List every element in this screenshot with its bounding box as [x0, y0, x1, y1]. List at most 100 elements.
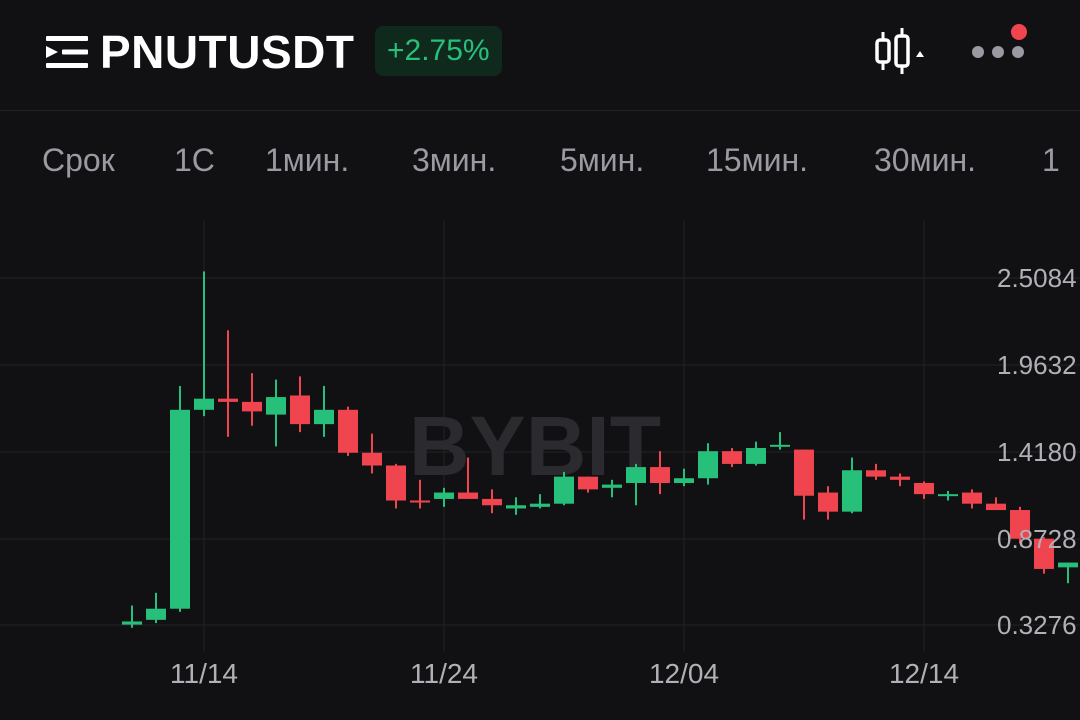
candle-body: [650, 467, 670, 484]
candle: [410, 479, 430, 509]
candlestick-icon[interactable]: [872, 26, 930, 76]
candle: [362, 433, 382, 474]
candle: [314, 385, 334, 437]
candles: [122, 271, 1078, 628]
candle: [290, 376, 310, 433]
candle: [722, 447, 742, 468]
price-change-badge: +2.75%: [375, 26, 502, 76]
x-tick-label: 11/14: [170, 658, 238, 689]
list-menu-icon[interactable]: [44, 32, 90, 72]
candle: [386, 463, 406, 509]
candle-body: [602, 484, 622, 488]
more-dots-icon[interactable]: [965, 20, 1035, 80]
candle-body: [914, 483, 934, 495]
candle-body: [530, 503, 550, 507]
symbol-title[interactable]: PNUTUSDT: [100, 26, 355, 78]
candle: [938, 490, 958, 501]
candle: [674, 468, 694, 487]
timeframe-tabs: Срок 1С 1мин. 3мин. 5мин. 15мин. 30мин. …: [0, 118, 1080, 198]
candle: [242, 373, 262, 426]
candle-body: [506, 505, 526, 509]
candle: [986, 497, 1006, 511]
candle-body: [626, 467, 646, 484]
candle: [266, 379, 286, 447]
candle-body: [746, 447, 766, 464]
candle-body: [1058, 562, 1078, 568]
candle-body: [698, 451, 718, 479]
candle: [458, 457, 478, 499]
candle-body: [770, 444, 790, 447]
candle: [218, 330, 238, 437]
candle-body: [1034, 538, 1054, 569]
y-tick-label: 2.5084: [997, 263, 1077, 293]
candle: [1010, 506, 1030, 544]
notification-dot: [1011, 24, 1027, 40]
y-tick-label: 0.8728: [997, 524, 1077, 554]
tab-period[interactable]: Срок: [42, 142, 115, 178]
candle-body: [386, 465, 406, 501]
candle: [794, 449, 814, 520]
candle: [866, 463, 886, 480]
candle-body: [290, 395, 310, 425]
candle-body: [578, 476, 598, 490]
y-tick-label: 0.3276: [997, 610, 1077, 640]
candle: [1058, 562, 1078, 584]
candle: [146, 592, 166, 624]
candle-body: [722, 451, 742, 464]
candle: [506, 497, 526, 515]
candle: [962, 489, 982, 509]
candle-body: [314, 409, 334, 425]
candle-body: [362, 452, 382, 466]
tab-1min[interactable]: 1мин.: [265, 142, 350, 178]
candle: [602, 479, 622, 498]
tab-5min[interactable]: 5мин.: [560, 142, 645, 178]
candle: [842, 457, 862, 514]
candle: [482, 489, 502, 514]
candle: [170, 385, 190, 612]
candle: [122, 605, 142, 628]
x-tick-label: 11/24: [410, 658, 478, 689]
candle-body: [194, 398, 214, 410]
candle-body: [458, 492, 478, 499]
candle-body: [266, 397, 286, 415]
candle-body: [242, 401, 262, 412]
candle-body: [818, 492, 838, 512]
tab-3min[interactable]: 3мин.: [412, 142, 497, 178]
candle: [338, 406, 358, 456]
y-tick-label: 1.9632: [997, 350, 1077, 380]
tab-15min[interactable]: 15мин.: [706, 142, 809, 178]
candle-body: [890, 476, 910, 480]
candle-body: [410, 500, 430, 503]
tab-30min[interactable]: 30мин.: [874, 142, 977, 178]
candle: [650, 451, 670, 495]
candle-body: [146, 608, 166, 620]
candle: [626, 463, 646, 506]
x-axis-labels: 11/14 11/24 12/04 12/14: [170, 658, 959, 689]
tab-1h-partial[interactable]: 1: [1042, 142, 1060, 178]
candle-body: [554, 476, 574, 504]
candle-body: [482, 498, 502, 506]
candle: [890, 473, 910, 487]
y-tick-label: 1.4180: [997, 437, 1077, 467]
candle-body: [674, 478, 694, 484]
candle: [530, 494, 550, 509]
candle: [698, 443, 718, 485]
candle: [578, 476, 598, 493]
candle: [914, 481, 934, 499]
header-bar: PNUTUSDT +2.75%: [0, 0, 1080, 111]
candle-body: [1010, 510, 1030, 539]
candle-body: [170, 409, 190, 609]
tab-1s[interactable]: 1С: [174, 142, 215, 178]
candle-body: [938, 494, 958, 497]
x-tick-label: 12/04: [649, 658, 719, 689]
candle: [1034, 537, 1054, 574]
candle-body: [986, 503, 1006, 511]
bybit-watermark: BYBIT: [409, 399, 661, 493]
candle-body: [218, 398, 238, 402]
candle: [194, 271, 214, 417]
candle: [554, 471, 574, 506]
candle-body: [122, 621, 142, 625]
candle-body: [434, 492, 454, 499]
candle-body: [338, 409, 358, 453]
